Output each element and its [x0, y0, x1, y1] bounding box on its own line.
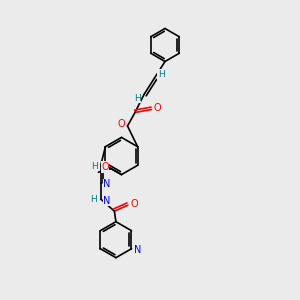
Text: O: O [118, 119, 125, 130]
Text: O: O [101, 162, 109, 172]
Text: H: H [90, 195, 97, 204]
Text: H: H [91, 162, 98, 171]
Text: O: O [130, 199, 138, 209]
Text: N: N [103, 179, 111, 189]
Text: N: N [134, 245, 141, 255]
Text: H: H [158, 70, 164, 79]
Text: N: N [103, 196, 111, 206]
Text: H: H [134, 94, 141, 103]
Text: O: O [154, 103, 161, 113]
